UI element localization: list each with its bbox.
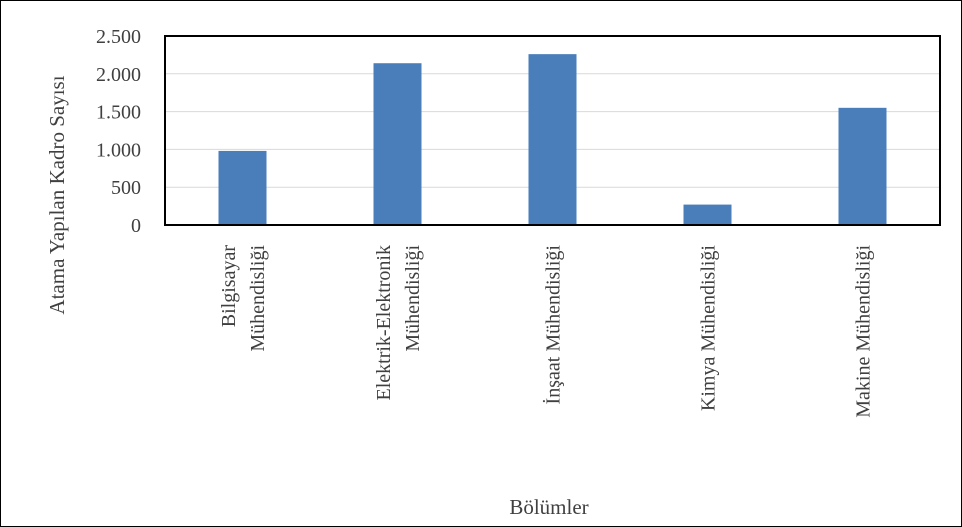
bar: [838, 107, 887, 225]
x-category-label-line: Elektrik-Elektronik: [373, 245, 395, 401]
x-category-label-line: Mühendisliği: [247, 245, 269, 352]
x-category-label: Makine Mühendisliği: [853, 245, 875, 418]
bar: [373, 63, 422, 225]
x-category-label-line: Kimya Mühendisliği: [698, 245, 720, 412]
x-category-label: Kimya Mühendisliği: [698, 245, 720, 412]
y-axis-title: Atama Yapılan Kadro Sayısı: [45, 75, 69, 314]
y-tick-label: 1.000: [96, 139, 141, 161]
x-category-label-line: Makine Mühendisliği: [853, 245, 875, 418]
bar: [218, 150, 267, 225]
x-axis-title: Bölümler: [509, 495, 588, 519]
y-tick-label: 2.500: [96, 26, 141, 48]
x-category-label-line: Bilgisayar: [218, 245, 240, 328]
bar: [528, 54, 577, 226]
plot-area-border: [164, 35, 941, 226]
x-category-label: Elektrik-Elektronik Mühendisliği: [373, 245, 424, 401]
y-axis-ticks: 0 500 1.000 1.500 2.000 2.500: [96, 26, 141, 237]
x-category-label: İnşaat Mühendisliği: [542, 245, 565, 405]
y-tick-label: 2.000: [96, 64, 141, 86]
x-axis-categories: Bilgisayar Mühendisliği Elektrik-Elektroni…: [218, 245, 875, 418]
y-tick-label: 0: [131, 215, 141, 237]
bar: [683, 204, 732, 225]
bars: [218, 54, 887, 226]
x-category-label-line: İnşaat Mühendisliği: [542, 245, 565, 405]
y-tick-label: 1.500: [96, 102, 141, 124]
y-tick-label: 500: [111, 177, 141, 199]
x-category-label: Bilgisayar Mühendisliği: [218, 245, 269, 352]
x-category-label-line: Mühendisliği: [402, 245, 424, 352]
